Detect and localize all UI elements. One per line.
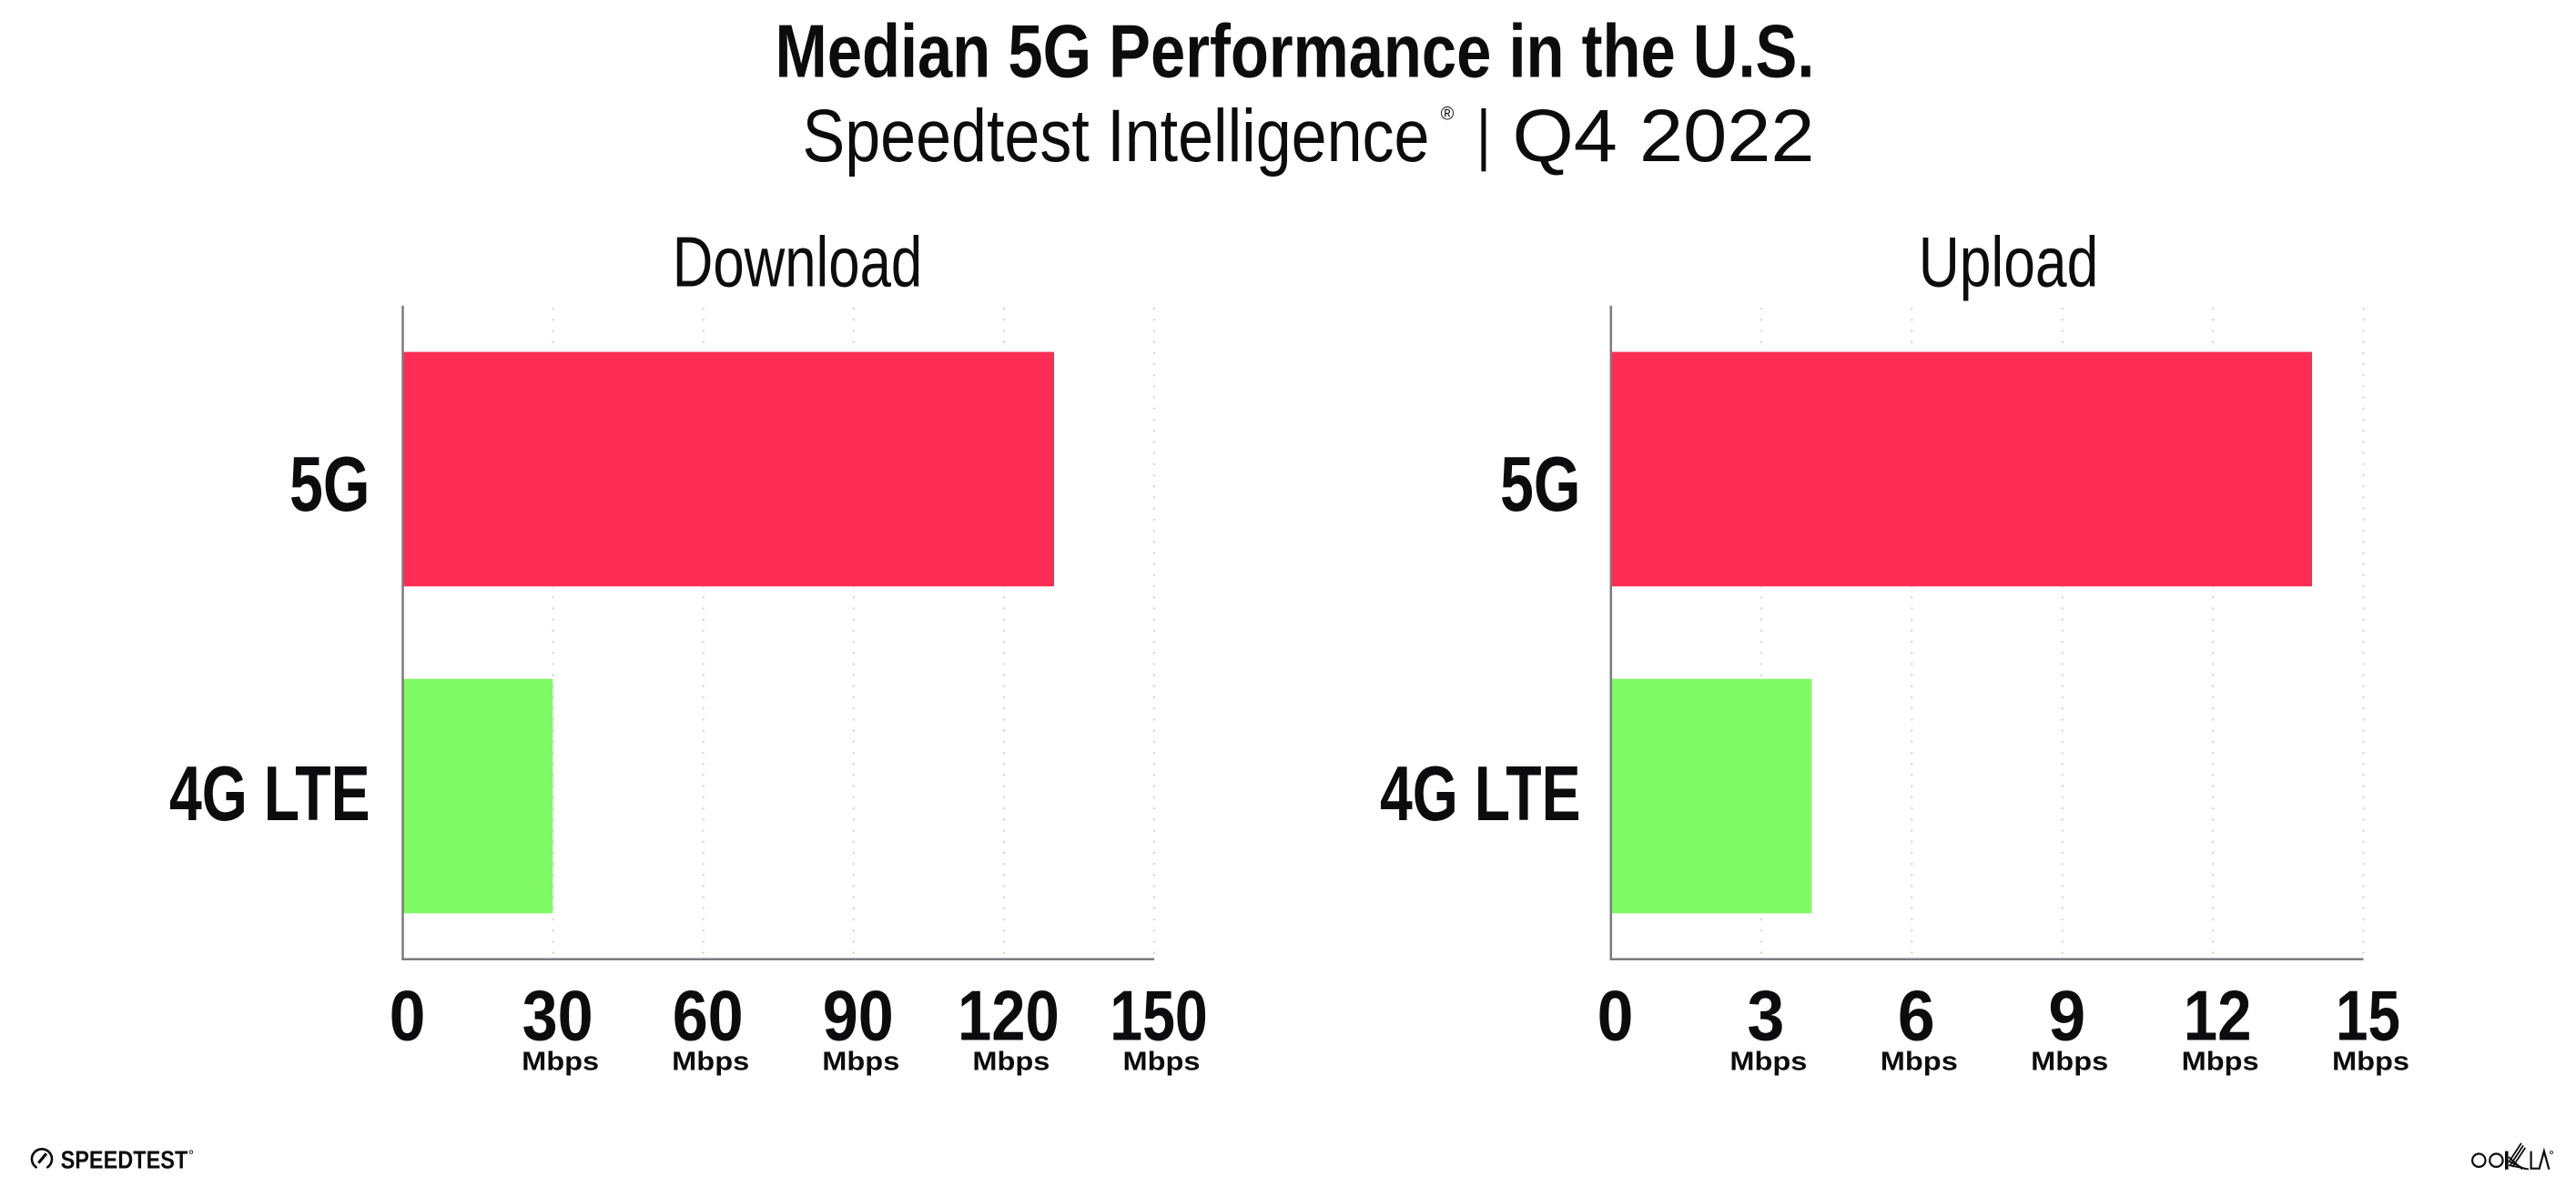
svg-text:60: 60 [673,975,744,1055]
svg-text:9: 9 [2048,975,2085,1055]
svg-text:Mbps: Mbps [2031,1047,2108,1076]
svg-text:Download: Download [673,222,923,302]
svg-text:6: 6 [1898,975,1935,1055]
svg-text:Mbps: Mbps [1123,1047,1201,1076]
svg-text:30: 30 [522,975,593,1055]
svg-text:Mbps: Mbps [822,1047,899,1076]
svg-text:5G: 5G [1500,441,1581,528]
svg-text:Q4 2022: Q4 2022 [1513,95,1815,178]
svg-text:Mbps: Mbps [972,1047,1050,1076]
svg-text:12: 12 [2184,975,2252,1055]
svg-text:Upload: Upload [1919,222,2099,302]
svg-text:90: 90 [823,975,894,1055]
svg-text:Mbps: Mbps [672,1047,749,1076]
svg-text:Mbps: Mbps [522,1047,599,1076]
svg-text:Median 5G Performance in the U: Median 5G Performance in the U.S. [776,10,1815,94]
svg-text:Mbps: Mbps [2332,1047,2409,1076]
svg-text:Mbps: Mbps [2182,1047,2259,1076]
svg-text:4G LTE: 4G LTE [169,751,370,837]
svg-text:5G: 5G [289,441,370,528]
svg-text:120: 120 [958,975,1060,1055]
svg-text:®: ® [1441,105,1455,125]
svg-text:0: 0 [390,975,426,1055]
svg-text:Speedtest Intelligence: Speedtest Intelligence [803,95,1430,178]
svg-text:4G LTE: 4G LTE [1380,751,1581,837]
svg-text:SPEEDTEST: SPEEDTEST [61,1146,188,1174]
svg-text:150: 150 [1110,975,1208,1055]
svg-text:15: 15 [2336,975,2400,1055]
svg-text:Mbps: Mbps [1881,1047,1958,1076]
svg-text:0: 0 [1597,975,1634,1055]
svg-text:Mbps: Mbps [1729,1047,1807,1076]
svg-text:3: 3 [1747,975,1784,1055]
